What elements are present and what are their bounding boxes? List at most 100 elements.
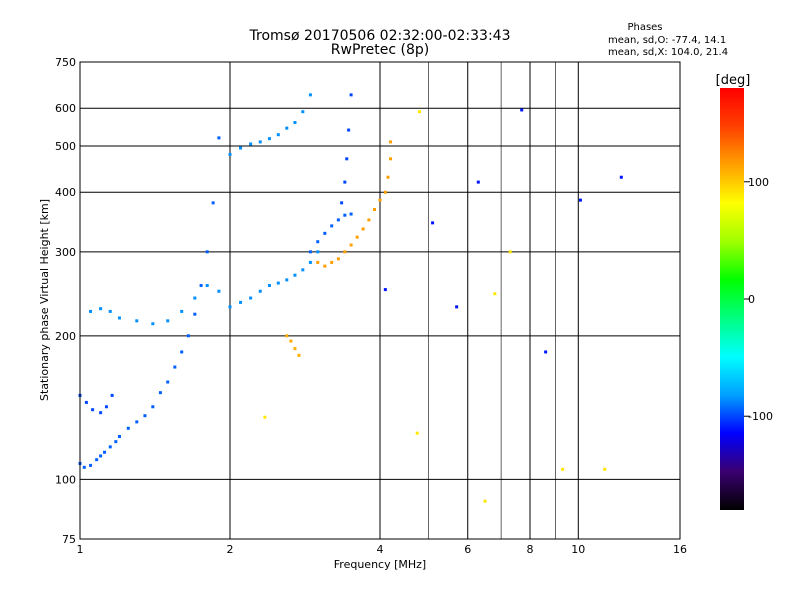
data-point <box>180 309 184 313</box>
colorbar-ticks: -100 0 100 <box>744 176 773 423</box>
colorbar-tick-label: 100 <box>748 176 769 189</box>
data-point <box>267 137 271 141</box>
phase-stats-header: Phases <box>627 22 662 33</box>
y-tick-label: 75 <box>62 533 76 546</box>
data-point <box>544 350 548 354</box>
data-point <box>193 296 197 300</box>
data-point <box>117 316 121 320</box>
data-point <box>316 260 320 264</box>
data-point <box>89 463 93 467</box>
data-point <box>330 260 334 264</box>
data-point <box>108 445 112 449</box>
data-point <box>378 198 382 202</box>
data-point <box>285 126 289 130</box>
data-point <box>239 146 243 150</box>
data-point <box>323 231 327 235</box>
data-point <box>151 322 155 326</box>
data-point <box>228 305 232 309</box>
data-point <box>228 152 232 156</box>
data-point <box>217 289 221 293</box>
data-point <box>193 312 197 316</box>
data-point <box>95 458 99 462</box>
data-point <box>211 201 215 205</box>
colorbar-tick-label: 0 <box>748 293 755 306</box>
data-point <box>89 309 93 313</box>
data-point <box>316 250 320 254</box>
colorbar-label: [deg] <box>716 73 751 88</box>
data-point <box>249 142 253 146</box>
data-point <box>349 243 353 247</box>
data-point <box>301 268 305 272</box>
data-point <box>293 273 297 277</box>
data-point <box>199 283 203 287</box>
x-axis-ticks: 1 2 4 6 8 10 16 <box>77 543 688 556</box>
data-point <box>349 93 353 97</box>
data-point <box>126 426 130 430</box>
data-point <box>603 467 607 471</box>
data-point <box>285 334 289 338</box>
data-point <box>336 257 340 261</box>
data-point <box>493 292 497 296</box>
data-point <box>143 414 147 418</box>
data-point <box>520 108 524 112</box>
data-point <box>383 288 387 292</box>
data-point <box>308 260 312 264</box>
data-point <box>508 250 512 254</box>
grid-lines <box>80 62 680 539</box>
data-point <box>389 157 393 161</box>
data-point <box>476 180 480 184</box>
data-point <box>316 240 320 244</box>
colorbar-tick-label: -100 <box>748 410 773 423</box>
phase-stats-o: mean, sd,O: -77.4, 14.1 <box>608 35 726 46</box>
data-point <box>186 334 190 338</box>
data-point <box>276 133 280 137</box>
y-tick-label: 300 <box>55 246 76 259</box>
data-point <box>561 467 565 471</box>
data-point <box>619 175 623 179</box>
data-points <box>78 93 623 503</box>
data-point <box>258 140 262 144</box>
x-axis-label: Frequency [MHz] <box>334 558 426 571</box>
data-point <box>343 213 347 217</box>
data-point <box>330 224 334 228</box>
data-point <box>84 400 88 404</box>
data-point <box>289 339 293 343</box>
data-point <box>276 281 280 285</box>
data-point <box>285 278 289 282</box>
y-tick-label: 600 <box>55 102 76 115</box>
y-axis-ticks: 75 100 200 300 400 500 600 750 <box>55 56 76 546</box>
data-point <box>431 221 435 225</box>
data-point <box>99 454 103 458</box>
data-point <box>323 264 327 268</box>
data-point <box>114 440 118 444</box>
data-point <box>135 319 139 323</box>
x-tick-label: 8 <box>527 543 534 556</box>
y-tick-label: 750 <box>55 56 76 69</box>
x-tick-label: 1 <box>77 543 84 556</box>
data-point <box>383 190 387 194</box>
data-point <box>417 110 421 114</box>
plot-frame <box>79 61 681 540</box>
data-point <box>110 393 114 397</box>
data-point <box>166 380 170 384</box>
data-point <box>367 218 371 222</box>
data-point <box>205 283 209 287</box>
data-point <box>336 218 340 222</box>
data-point <box>389 140 393 144</box>
data-point <box>249 296 253 300</box>
y-tick-label: 500 <box>55 140 76 153</box>
data-point <box>91 408 95 412</box>
data-point <box>349 212 353 216</box>
phase-stats-x: mean, sd,X: 104.0, 21.4 <box>608 47 728 58</box>
data-point <box>173 365 177 369</box>
colorbar <box>720 88 744 510</box>
data-point <box>217 136 221 140</box>
data-point <box>308 250 312 254</box>
data-point <box>99 307 103 311</box>
x-tick-label: 16 <box>673 543 687 556</box>
y-tick-label: 400 <box>55 186 76 199</box>
data-point <box>293 347 297 351</box>
data-point <box>205 250 209 254</box>
data-point <box>355 235 359 239</box>
